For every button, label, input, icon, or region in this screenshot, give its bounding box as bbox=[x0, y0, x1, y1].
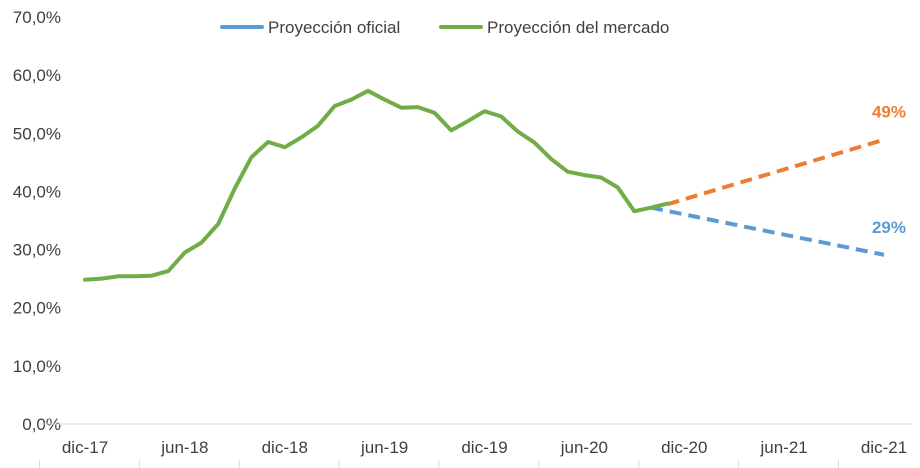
y-tick-label: 20,0% bbox=[13, 299, 61, 318]
x-tick-label: dic-18 bbox=[262, 438, 308, 457]
x-tick-label: dic-17 bbox=[62, 438, 108, 457]
series-line bbox=[667, 137, 885, 207]
y-axis-ticks: 0,0%10,0%20,0%30,0%40,0%50,0%60,0%70,0% bbox=[13, 8, 61, 434]
end-value-label: 29% bbox=[872, 218, 906, 237]
series-lines bbox=[83, 88, 885, 282]
x-tick-label: dic-19 bbox=[461, 438, 507, 457]
y-tick-label: 70,0% bbox=[13, 8, 61, 27]
series-line bbox=[83, 88, 670, 282]
y-tick-label: 60,0% bbox=[13, 66, 61, 85]
legend: Proyección oficial Proyección del mercado bbox=[220, 18, 669, 37]
x-tick-label: jun-19 bbox=[360, 438, 408, 457]
end-value-label: 49% bbox=[872, 103, 906, 122]
x-tick-label: jun-20 bbox=[560, 438, 608, 457]
x-tick-label: dic-20 bbox=[661, 438, 707, 457]
x-axis-ticks: dic-17 jun-18 dic-18 jun-19 dic-19 jun-20 dic-… bbox=[39, 438, 907, 468]
y-tick-label: 40,0% bbox=[13, 182, 61, 201]
end-labels: 29% 49% bbox=[872, 103, 906, 237]
x-tick-label: jun-21 bbox=[759, 438, 807, 457]
x-tick-label: jun-18 bbox=[160, 438, 208, 457]
series-line bbox=[650, 205, 885, 257]
y-tick-label: 30,0% bbox=[13, 241, 61, 260]
y-tick-label: 10,0% bbox=[13, 357, 61, 376]
y-tick-label: 50,0% bbox=[13, 124, 61, 143]
legend-label: Proyección del mercado bbox=[487, 18, 669, 37]
legend-label: Proyección oficial bbox=[268, 18, 400, 37]
x-tick-label: dic-21 bbox=[861, 438, 907, 457]
